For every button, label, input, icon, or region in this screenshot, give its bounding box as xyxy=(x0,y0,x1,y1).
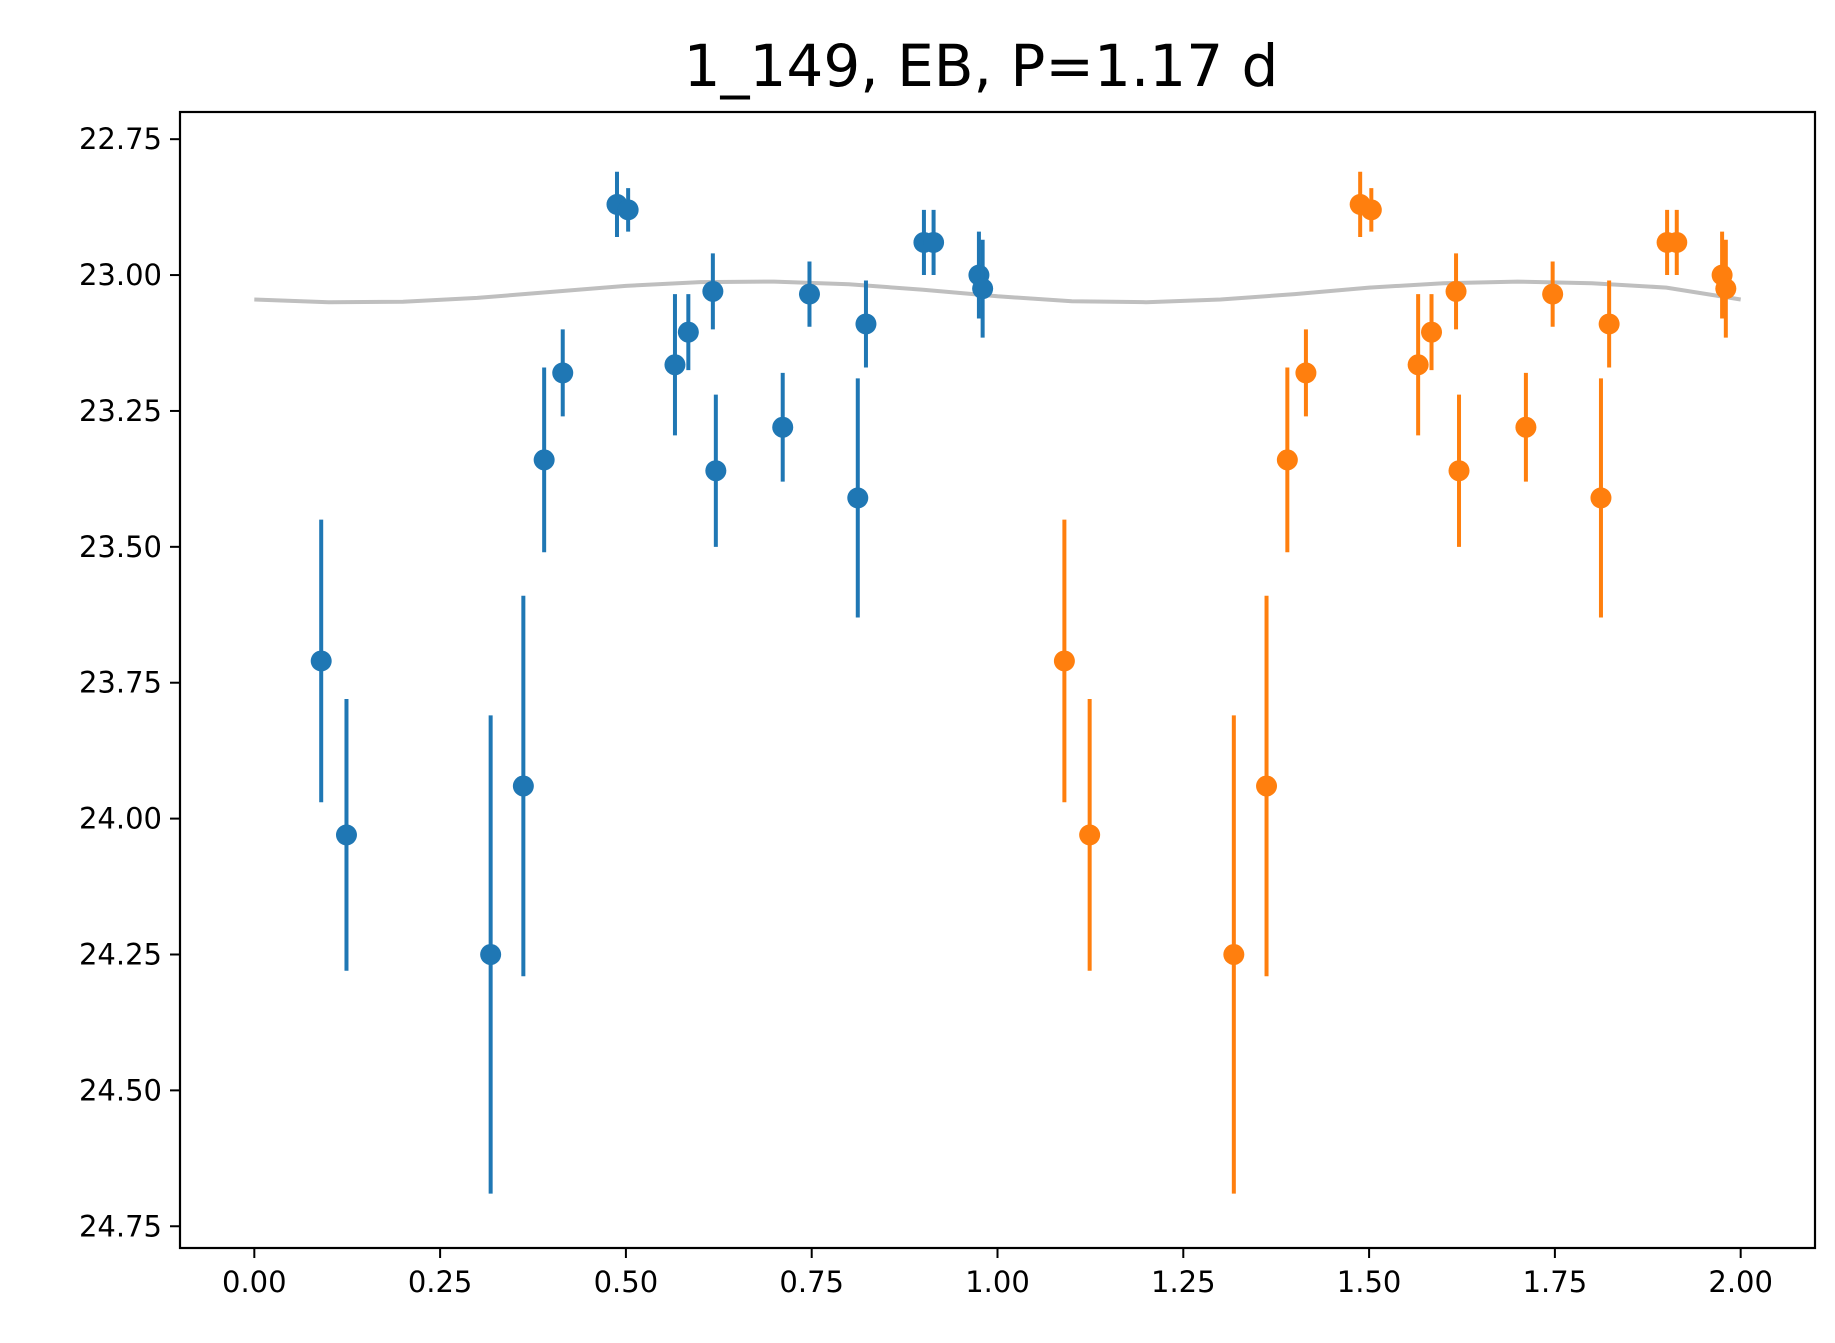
x-tick-label: 1.00 xyxy=(965,1265,1030,1299)
data-point xyxy=(1295,362,1317,384)
model-curve xyxy=(254,279,1742,305)
y-tick-label: 24.25 xyxy=(79,937,162,971)
data-point xyxy=(310,650,332,672)
data-point xyxy=(677,321,699,343)
y-tick-label: 23.75 xyxy=(79,666,162,700)
y-tick-label: 22.75 xyxy=(79,122,162,156)
chart-title: 1_149, EB, P=1.17 d xyxy=(684,32,1279,100)
data-point xyxy=(1079,824,1101,846)
data-point xyxy=(512,775,534,797)
data-point xyxy=(533,449,555,471)
x-tick-label: 1.50 xyxy=(1337,1265,1402,1299)
data-point xyxy=(552,362,574,384)
data-point xyxy=(1715,278,1737,300)
data-point xyxy=(1666,231,1688,253)
data-point xyxy=(972,278,994,300)
axes-layer: 0.00 0.25 0.50 0.75 1.00 1.25 1.50 1.75 2.00 22.7… xyxy=(79,110,1817,1299)
data-point xyxy=(705,460,727,482)
data-point xyxy=(847,487,869,509)
data-point xyxy=(702,280,724,302)
series-1 xyxy=(1053,171,1737,1194)
data-point xyxy=(1256,775,1278,797)
data-point xyxy=(772,416,794,438)
x-tick-label: 0.75 xyxy=(779,1265,844,1299)
data-point xyxy=(1053,650,1075,672)
data-point xyxy=(1598,313,1620,335)
series-0 xyxy=(310,171,994,1194)
x-tick-label: 0.50 xyxy=(594,1265,659,1299)
data-point xyxy=(855,313,877,335)
data-point xyxy=(1445,280,1467,302)
y-tick-label: 23.25 xyxy=(79,394,162,428)
data-point xyxy=(1276,449,1298,471)
x-tick-label: 1.25 xyxy=(1151,1265,1216,1299)
data-point xyxy=(335,824,357,846)
data-point xyxy=(798,283,820,305)
data-point xyxy=(617,199,639,221)
y-tick-label: 23.00 xyxy=(79,258,162,292)
y-tick-label: 24.75 xyxy=(79,1209,162,1243)
plot-layer xyxy=(254,171,1742,1194)
y-tick-label: 24.00 xyxy=(79,802,162,836)
data-point xyxy=(1421,321,1443,343)
x-tick-label: 0.00 xyxy=(222,1265,287,1299)
data-point xyxy=(1515,416,1537,438)
data-point xyxy=(1223,943,1245,965)
data-point xyxy=(1448,460,1470,482)
data-point xyxy=(1407,354,1429,376)
data-point xyxy=(1360,199,1382,221)
data-point xyxy=(1542,283,1564,305)
data-point xyxy=(923,231,945,253)
y-tick-label: 24.50 xyxy=(79,1073,162,1107)
x-tick-label: 0.25 xyxy=(408,1265,473,1299)
data-point xyxy=(480,943,502,965)
x-tick-label: 2.00 xyxy=(1708,1265,1773,1299)
data-point xyxy=(1590,487,1612,509)
x-tick-label: 1.75 xyxy=(1523,1265,1588,1299)
y-tick-label: 23.50 xyxy=(79,530,162,564)
data-point xyxy=(664,354,686,376)
